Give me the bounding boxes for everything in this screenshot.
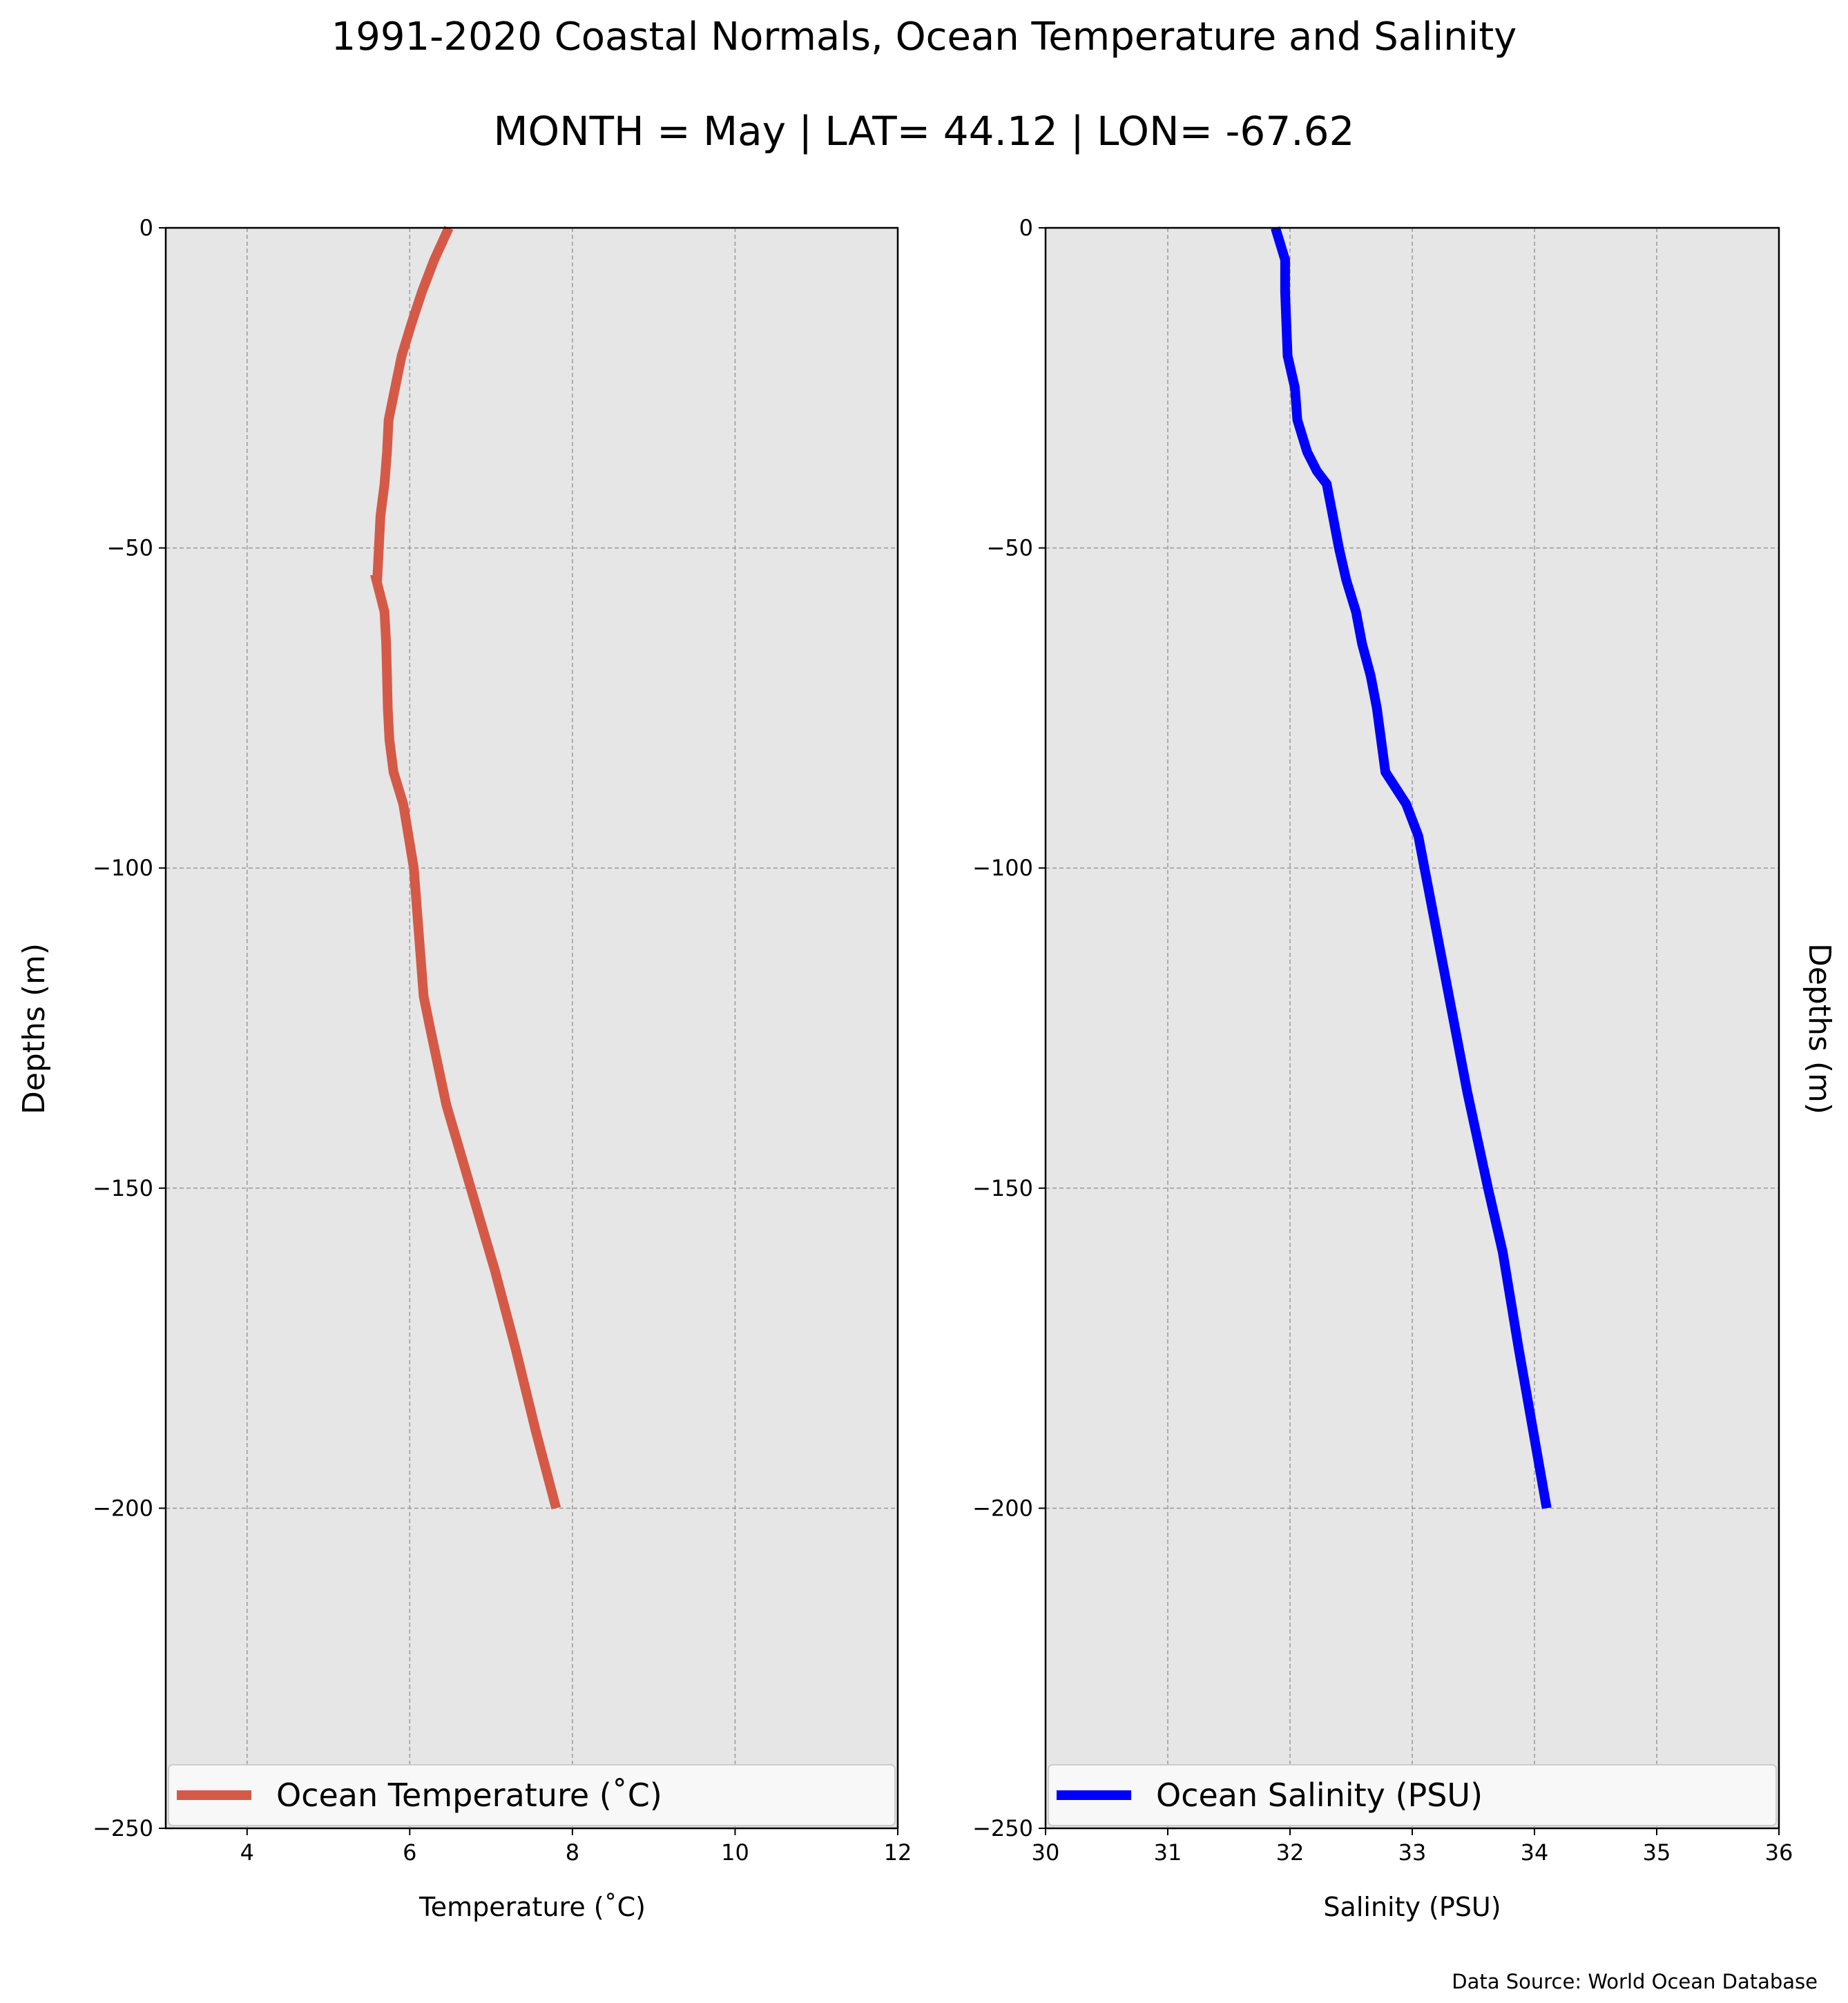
- salinity-series-line: [1271, 226, 1552, 1509]
- temperature-axes-frame: [164, 226, 899, 1830]
- temperature-x-tick-label: 8: [566, 1839, 579, 1866]
- salinity-x-tick-label: 35: [1643, 1839, 1671, 1866]
- left-y-axis-label: Depths (m): [17, 943, 52, 1114]
- temperature-y-tick-label: −200: [93, 1495, 153, 1521]
- salinity-y-tick-label: −200: [972, 1495, 1033, 1521]
- right-y-axis-label: Depths (m): [1802, 943, 1837, 1114]
- salinity-legend: Ocean Salinity (PSU): [1048, 1764, 1777, 1826]
- data-source-note: Data Source: World Ocean Database: [1452, 1970, 1818, 1993]
- salinity-y-tick-label: −50: [986, 535, 1033, 561]
- temperature-y-tick-label: −50: [106, 535, 153, 561]
- temperature-y-tick-label: −150: [93, 1175, 153, 1201]
- salinity-x-axis-label: Salinity (PSU): [1323, 1892, 1501, 1922]
- temperature-x-tick-label: 4: [240, 1839, 254, 1866]
- salinity-panel: 30 31 32 33 34 35 36 0 −50 −100 −150 −200 −250 Ocean …: [972, 215, 1793, 1866]
- temperature-y-tick-label: −250: [93, 1815, 153, 1841]
- temperature-legend-box: [168, 1764, 896, 1826]
- chart-title: 1991-2020 Coastal Normals, Ocean Tempera…: [331, 14, 1517, 59]
- temperature-y-tick-label: 0: [139, 215, 153, 241]
- temperature-x-axis-label: Temperature (˚C): [418, 1892, 646, 1922]
- salinity-y-tick-label: −150: [972, 1175, 1033, 1201]
- temperature-y-tick-label: −100: [93, 855, 153, 881]
- salinity-x-tick-label: 36: [1765, 1839, 1793, 1866]
- salinity-x-tick-label: 30: [1032, 1839, 1060, 1866]
- salinity-legend-box: [1048, 1764, 1777, 1826]
- temperature-x-tick-label: 6: [403, 1839, 416, 1866]
- temperature-panel: 4 6 8 10 12 0 −50 −100 −150 −200 −250 Ocean Tempera…: [93, 215, 912, 1866]
- salinity-x-tick-label: 34: [1521, 1839, 1549, 1866]
- temperature-series-line: [369, 226, 561, 1510]
- salinity-x-tick-label: 31: [1154, 1839, 1182, 1866]
- salinity-y-tick-label: 0: [1019, 215, 1033, 241]
- temperature-legend-label: Ocean Temperature (˚C): [276, 1777, 662, 1814]
- temperature-legend: Ocean Temperature (˚C): [168, 1764, 896, 1826]
- chart-subtitle: MONTH = May | LAT= 44.12 | LON= -67.62: [494, 108, 1355, 155]
- salinity-y-tick-label: −100: [972, 855, 1033, 881]
- salinity-y-tick-label: −250: [972, 1815, 1033, 1841]
- temperature-x-tick-label: 10: [721, 1839, 749, 1866]
- temperature-x-tick-label: 12: [884, 1839, 912, 1866]
- temperature-plot-area: [166, 228, 898, 1828]
- salinity-legend-label: Ocean Salinity (PSU): [1156, 1777, 1483, 1814]
- salinity-x-tick-label: 32: [1276, 1839, 1305, 1866]
- salinity-x-tick-label: 33: [1398, 1839, 1427, 1866]
